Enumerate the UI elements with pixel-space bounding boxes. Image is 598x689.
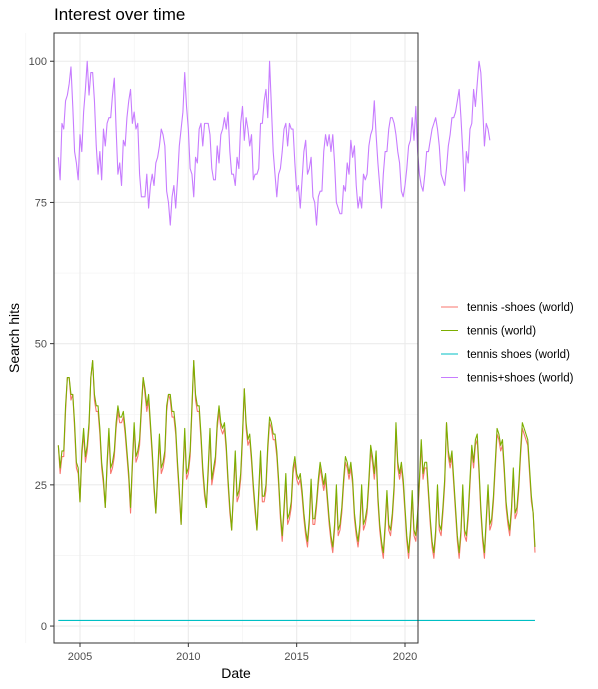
y-axis: 0 25 50 75 100	[29, 56, 54, 633]
y-axis-title: Search hits	[6, 303, 22, 373]
x-tick-label: 2015	[284, 651, 308, 663]
y-tick-label: 50	[35, 339, 47, 351]
x-tick-label: 2020	[393, 651, 417, 663]
y-tick-label: 75	[35, 197, 47, 209]
chart-title: Interest over time	[54, 5, 185, 24]
y-tick-label: 25	[35, 480, 47, 492]
x-axis-title: Date	[221, 665, 251, 681]
x-tick-label: 2010	[176, 651, 200, 663]
series-line-1	[57, 360, 536, 554]
x-axis: 2005 2010 2015 2020	[68, 643, 417, 663]
legend-label-3: tennis+shoes (world)	[467, 373, 574, 385]
legend-label-1: tennis (world)	[467, 326, 536, 338]
plot-background	[54, 33, 418, 643]
plot-border	[53, 32, 419, 644]
y-tick-label: 0	[41, 621, 47, 633]
plot-area	[25, 32, 536, 644]
legend: tennis -shoes (world) tennis (world) tenni…	[441, 302, 574, 385]
grid-minor	[25, 33, 418, 643]
legend-label-2: tennis shoes (world)	[467, 349, 570, 361]
y-tick-label: 100	[29, 56, 47, 68]
legend-label-0: tennis -shoes (world)	[467, 302, 574, 314]
x-tick-label: 2005	[68, 651, 92, 663]
